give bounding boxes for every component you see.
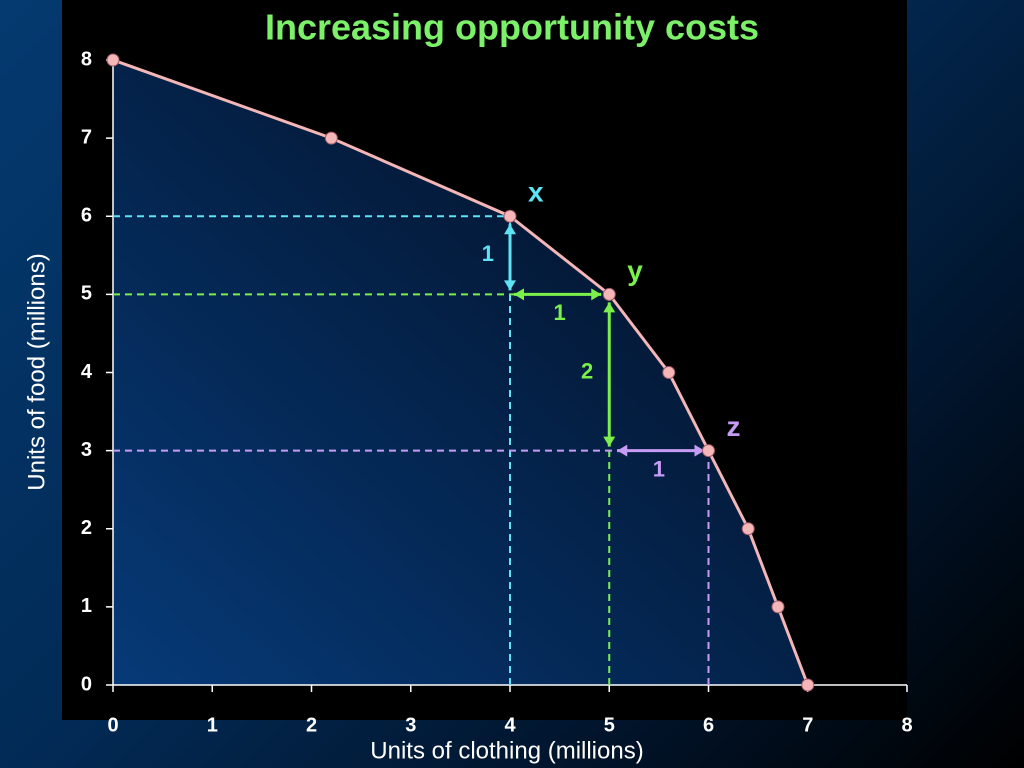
x-axis-title: Units of clothing (millions)	[370, 737, 643, 764]
x-tick-label: 2	[306, 714, 317, 736]
data-point	[801, 678, 815, 692]
arrow-label: 1	[482, 241, 494, 266]
arrow-head	[617, 444, 628, 457]
x-tick-label: 6	[703, 714, 714, 736]
point-label: y	[627, 255, 643, 286]
x-tick-label: 0	[107, 714, 118, 736]
x-tick-label: 1	[207, 714, 218, 736]
y-tick-label: 5	[81, 283, 92, 305]
data-point	[662, 366, 676, 379]
arrow-label: 1	[554, 300, 566, 325]
data-point	[503, 209, 517, 223]
y-tick-label: 7	[81, 126, 92, 148]
arrow-label: 1	[653, 456, 665, 481]
data-point	[602, 287, 616, 301]
arrow-head	[591, 288, 602, 301]
x-tick-label: 7	[802, 714, 813, 736]
x-tick-label: 5	[604, 714, 615, 736]
data-point	[106, 53, 120, 67]
x-tick-label: 3	[405, 714, 416, 736]
y-tick-label: 8	[81, 48, 92, 70]
point-label: x	[528, 177, 544, 208]
y-tick-label: 4	[81, 361, 93, 383]
arrow-head	[514, 288, 524, 301]
data-point	[771, 600, 785, 614]
arrow-head	[504, 280, 516, 291]
data-point	[324, 131, 338, 145]
arrow-head	[504, 224, 516, 235]
arrow-head	[603, 302, 616, 313]
y-tick-label: 6	[81, 205, 92, 227]
y-axis-title: Units of food (millions)	[23, 253, 50, 490]
arrow-head	[603, 436, 616, 447]
point-label: z	[727, 411, 741, 442]
y-tick-label: 1	[81, 595, 92, 617]
data-point	[702, 444, 715, 458]
y-tick-label: 2	[81, 517, 92, 539]
y-tick-label: 3	[81, 439, 92, 461]
data-point	[741, 522, 755, 536]
y-tick-label: 0	[81, 673, 92, 695]
chart-title: Increasing opportunity costs	[265, 7, 759, 48]
arrow-head	[694, 444, 705, 457]
x-tick-label: 4	[504, 714, 516, 736]
arrow-label: 2	[581, 358, 593, 383]
x-tick-label: 8	[901, 714, 912, 736]
